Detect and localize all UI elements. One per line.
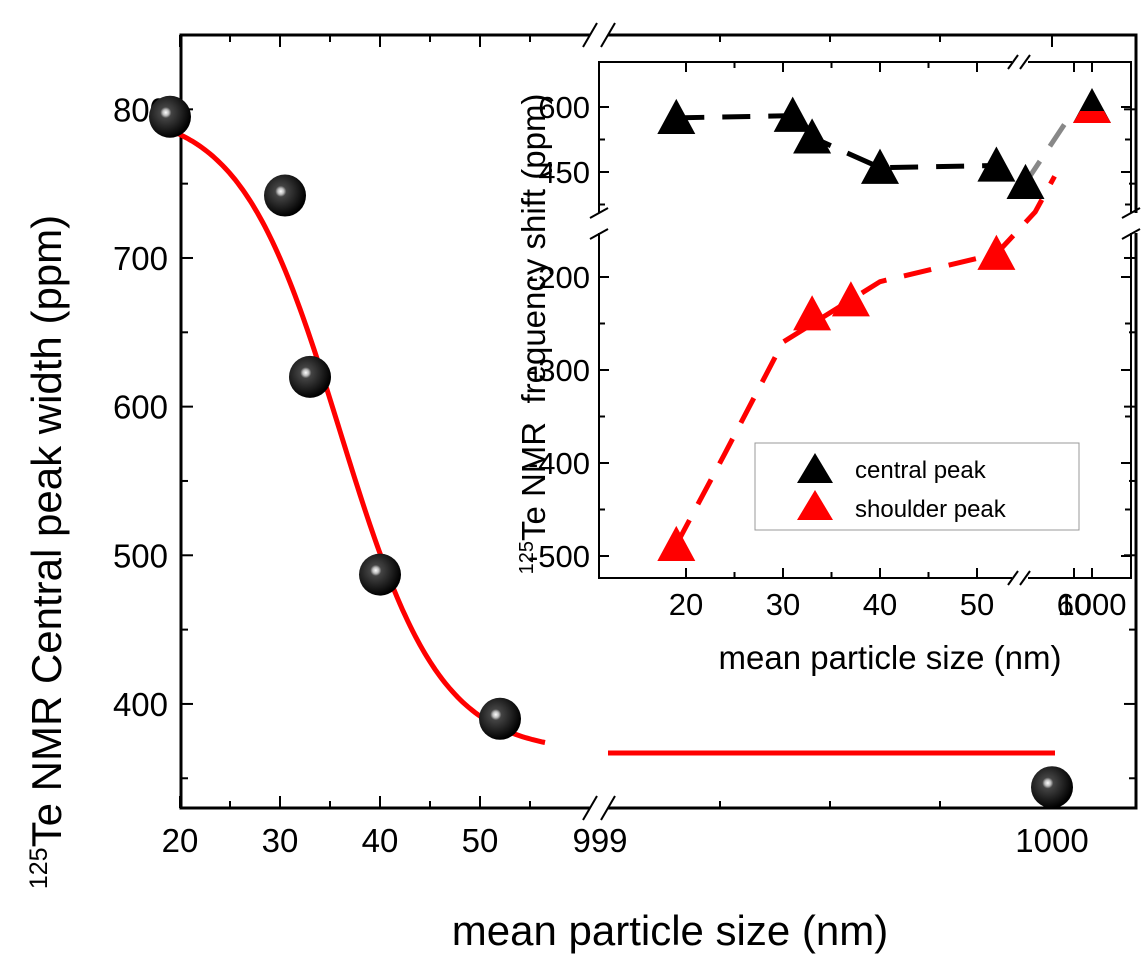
inset-shoulder-peak-point <box>657 525 696 561</box>
inset-x-tick-label: 1000 <box>1058 587 1127 622</box>
main-y-axis-title: Te NMR Central peak width (ppm) <box>23 215 70 848</box>
main-x-axis-title: mean particle size (nm) <box>452 907 888 954</box>
main-data-point <box>359 553 401 596</box>
inset-central-peak-point <box>861 148 899 184</box>
main-axis-break-mark <box>582 22 598 48</box>
inset-x-axis-break-mark <box>1019 54 1031 70</box>
inset-x-axis-title: mean particle size (nm) <box>719 639 1062 676</box>
inset-y-axis-break-mark <box>589 228 609 240</box>
main-x-tick-label: 1000 <box>1015 822 1088 859</box>
inset-x-tick-label: 60 <box>1057 587 1091 622</box>
main-data-point <box>289 355 331 398</box>
main-data-point <box>1031 766 1073 809</box>
inset-trend-extension <box>1023 111 1075 185</box>
legend-shoulder-peak-marker <box>797 490 833 520</box>
inset-legend: central peak shoulder peak <box>754 442 1080 531</box>
legend-central-peak-label: central peak <box>855 457 987 484</box>
inset-y-tick-label: -500 <box>528 539 590 574</box>
inset-y-axis-break-mark <box>1121 228 1141 240</box>
main-x-tick-label: 999 <box>572 822 627 859</box>
main-y-axis-title-group: 125Te NMR Central peak width (ppm) <box>23 215 70 889</box>
main-y-tick-label: 600 <box>113 389 168 426</box>
main-axis-break-mark <box>600 795 616 821</box>
main-x-tick-label: 30 <box>262 822 299 859</box>
inset-x-tick-label: 20 <box>669 587 703 622</box>
main-data-point <box>149 95 191 138</box>
main-plot-frame <box>179 33 1138 810</box>
inset-x-axis-break-mark <box>1007 570 1019 586</box>
inset-central-peak-trend <box>676 113 1027 185</box>
inset-y-axis-superscript: 125 <box>516 541 538 574</box>
inset-central-peak-point <box>1006 163 1045 199</box>
inset-central-peak-point <box>793 118 832 154</box>
svg-text:125Te NMR frequency shift (pp: 125Te NMR frequency shift (ppm) <box>515 94 552 575</box>
main-data-point <box>264 174 306 217</box>
inset-central-peak-point <box>977 146 1016 182</box>
inset-shoulder-peak-point <box>831 281 870 317</box>
main-axis-break-gap <box>590 796 608 820</box>
inset-x-axis-break-mark <box>1019 570 1031 586</box>
inset-y-tick-label: 450 <box>538 155 590 190</box>
main-y-tick-label: 500 <box>113 537 168 574</box>
inset-x-tick-label: 50 <box>960 587 994 622</box>
inset-y-axis-title-group: 125Te NMR frequency shift (ppm) <box>515 94 552 575</box>
inset-central-peak-point <box>657 98 696 134</box>
main-y-axis-superscript: 125 <box>25 847 53 889</box>
main-y-tick-label: 700 <box>113 240 168 277</box>
inset-y-tick-label: -400 <box>528 446 590 481</box>
inset-shoulder-peak-point <box>977 234 1016 270</box>
main-x-tick-label: 40 <box>362 822 399 859</box>
inset-x-tick-label: 30 <box>766 587 800 622</box>
legend-shoulder-peak-label: shoulder peak <box>855 496 1007 523</box>
inset-shoulder-peak-point <box>793 295 832 331</box>
inset-y-axis-break-gap <box>1122 213 1140 233</box>
inset-x-tick-label: 40 <box>863 587 897 622</box>
main-x-tick-label: 20 <box>162 822 199 859</box>
svg-text:125Te NMR Central peak width (: 125Te NMR Central peak width (ppm) <box>23 215 70 889</box>
inset-y-tick-label: 600 <box>538 90 590 125</box>
inset-shoulder-peak-point <box>1073 111 1111 123</box>
inset-y-axis-break-mark <box>589 207 609 219</box>
main-axis-break-mark <box>600 22 616 48</box>
inset-y-axis-break-gap <box>590 213 608 233</box>
main-axis-break-mark <box>582 795 598 821</box>
inset-y-tick-label: -200 <box>528 260 590 295</box>
inset-central-peak-point <box>773 96 812 132</box>
inset-y-axis-title: Te NMR frequency shift (ppm) <box>515 94 552 541</box>
inset-y-tick-label: -300 <box>528 353 590 388</box>
main-data-point <box>479 697 521 740</box>
main-fit-curve <box>169 127 546 745</box>
main-x-tick-label: 50 <box>462 822 499 859</box>
inset-x-axis-break-mark <box>1007 54 1019 70</box>
inset-y-axis-break-mark <box>1121 207 1141 219</box>
inset-shoulder-peak-trend <box>674 175 1057 547</box>
inset-plot-frame <box>598 61 1132 579</box>
legend-central-peak-marker <box>797 453 833 483</box>
main-y-tick-label: 400 <box>113 686 168 723</box>
main-axis-break-gap <box>590 23 608 47</box>
